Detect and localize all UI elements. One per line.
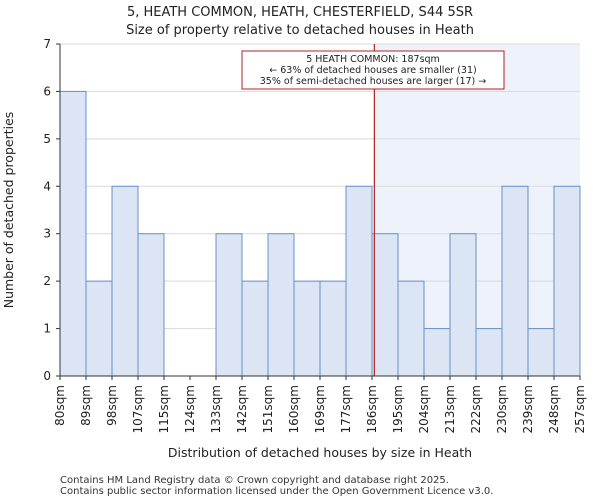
- bar-213sqm: [449, 233, 477, 377]
- y-tick-label-3: 3: [43, 227, 51, 241]
- x-tick-label-124sqm: 124sqm: [183, 385, 197, 433]
- x-tick-label-133sqm: 133sqm: [209, 385, 223, 433]
- y-tick-label-1: 1: [43, 322, 51, 336]
- x-tick-label-80sqm: 80sqm: [53, 385, 67, 426]
- bar-151sqm: [267, 233, 295, 377]
- bar-133sqm: [215, 233, 243, 377]
- x-tick-label-107sqm: 107sqm: [131, 385, 145, 433]
- y-tick-label-0: 0: [43, 369, 51, 383]
- x-tick-label-230sqm: 230sqm: [495, 385, 509, 433]
- x-tick-label-257sqm: 257sqm: [573, 385, 587, 433]
- y-ticks: 0 1 2 3 4 5 6 7: [43, 37, 60, 383]
- x-tick-label-115sqm: 115sqm: [157, 385, 171, 433]
- x-tick-label-142sqm: 142sqm: [235, 385, 249, 433]
- y-tick-label-6: 6: [43, 84, 51, 98]
- x-tick-label-222sqm: 222sqm: [469, 385, 483, 433]
- bar-142sqm: [241, 280, 269, 377]
- y-tick-label-2: 2: [43, 274, 51, 288]
- bar-195sqm: [397, 280, 425, 377]
- bar-239sqm: [527, 328, 555, 377]
- bar-222sqm: [475, 328, 503, 377]
- bar-80sqm: [59, 90, 87, 377]
- bar-89sqm: [85, 280, 113, 377]
- bar-248sqm: [553, 185, 581, 377]
- x-tick-label-98sqm: 98sqm: [105, 385, 119, 426]
- bar-230sqm: [501, 185, 529, 377]
- bar-177sqm: [345, 185, 373, 377]
- chart-title: 5, HEATH COMMON, HEATH, CHESTERFIELD, S4…: [127, 5, 473, 20]
- y-tick-label-4: 4: [43, 179, 51, 193]
- bars: [59, 90, 581, 377]
- x-tick-label-186sqm: 186sqm: [365, 385, 379, 433]
- x-axis-label: Distribution of detached houses by size …: [168, 445, 472, 460]
- annotation-line-3: 35% of semi-detached houses are larger (…: [260, 76, 487, 87]
- annotation-box: 5 HEATH COMMON: 187sqm ← 63% of detached…: [241, 50, 505, 90]
- x-tick-label-248sqm: 248sqm: [547, 385, 561, 433]
- annotation-line-1: 5 HEATH COMMON: 187sqm: [306, 54, 440, 65]
- footer-line-1: Contains HM Land Registry data © Crown c…: [60, 475, 449, 486]
- footer-line-2: Contains public sector information licen…: [60, 486, 493, 497]
- x-tick-label-239sqm: 239sqm: [521, 385, 535, 433]
- bar-160sqm: [293, 280, 321, 377]
- annotation-line-2: ← 63% of detached houses are smaller (31…: [269, 65, 476, 76]
- bar-186sqm: [371, 233, 399, 377]
- bar-98sqm: [111, 185, 139, 377]
- x-tick-label-195sqm: 195sqm: [391, 385, 405, 433]
- x-tick-label-177sqm: 177sqm: [339, 385, 353, 433]
- y-axis-label: Number of detached properties: [1, 112, 16, 309]
- x-tick-label-204sqm: 204sqm: [417, 385, 431, 433]
- x-tick-label-160sqm: 160sqm: [287, 385, 301, 433]
- bar-169sqm: [319, 280, 347, 377]
- x-ticks: 80sqm 89sqm 98sqm 107sqm 115sqm 124sqm 133sqm 1…: [53, 376, 587, 433]
- y-tick-label-5: 5: [43, 132, 51, 146]
- bar-204sqm: [423, 328, 451, 377]
- bar-107sqm: [137, 233, 165, 377]
- x-tick-label-169sqm: 169sqm: [313, 385, 327, 433]
- y-tick-label-7: 7: [43, 37, 51, 51]
- annotation-border: [241, 50, 505, 90]
- x-tick-label-89sqm: 89sqm: [79, 385, 93, 426]
- x-tick-label-151sqm: 151sqm: [261, 385, 275, 433]
- chart-subtitle: Size of property relative to detached ho…: [126, 23, 474, 38]
- x-tick-label-213sqm: 213sqm: [443, 385, 457, 433]
